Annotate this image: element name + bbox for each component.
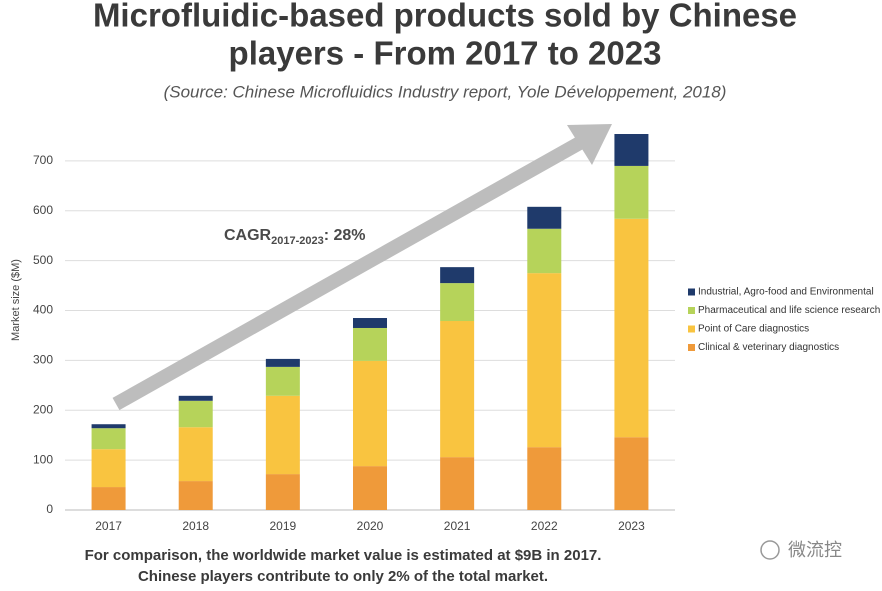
y-tick-label: 200 bbox=[33, 402, 53, 416]
footnote: For comparison, the worldwide market val… bbox=[85, 547, 602, 564]
trend-arrow bbox=[112, 124, 612, 411]
bar-segment bbox=[440, 321, 475, 458]
chart-subtitle: (Source: Chinese Microfluidics Industry … bbox=[164, 82, 727, 101]
bar-segment bbox=[614, 165, 649, 219]
bar-segment bbox=[178, 427, 213, 482]
watermark-icon bbox=[760, 540, 780, 560]
y-tick-label: 400 bbox=[33, 303, 53, 317]
bar-segment bbox=[265, 358, 300, 367]
y-axis-label: Market size ($M) bbox=[10, 259, 22, 341]
bar-segment bbox=[440, 283, 475, 322]
x-tick-label: 2018 bbox=[182, 519, 209, 533]
x-tick-label: 2021 bbox=[444, 519, 471, 533]
bar-segment bbox=[527, 228, 562, 274]
bar-segment bbox=[353, 360, 387, 467]
bar-segment bbox=[353, 466, 387, 510]
legend-label: Point of Care diagnostics bbox=[698, 324, 809, 335]
bar-segment bbox=[440, 457, 475, 510]
legend-label: Clinical & veterinary diagnostics bbox=[698, 342, 839, 353]
y-tick-label: 100 bbox=[33, 452, 53, 466]
y-tick-label: 300 bbox=[33, 353, 53, 367]
bar-segment bbox=[178, 481, 213, 510]
bar-segment bbox=[178, 400, 213, 428]
cagr-tail: : 28% bbox=[324, 227, 366, 244]
bar-segment bbox=[614, 437, 649, 510]
bar-segment bbox=[91, 449, 126, 488]
bar-segment bbox=[265, 474, 300, 510]
bar-segment bbox=[527, 273, 562, 448]
plot-area: 0 100 200 300 400 500 600 700 2017 2018 2019 2020 20… bbox=[33, 134, 880, 533]
bar-segment bbox=[353, 318, 387, 328]
bar-segment bbox=[440, 267, 475, 284]
cagr-main: CAGR bbox=[224, 227, 272, 244]
y-tick-label: 500 bbox=[33, 253, 53, 267]
cagr-sub: 2017-2023 bbox=[271, 235, 324, 247]
x-tick-label: 2017 bbox=[95, 519, 122, 533]
legend-label: Industrial, Agro-food and Environmental bbox=[698, 287, 874, 298]
cagr-annotation: CAGR2017-2023: 28% bbox=[224, 227, 366, 247]
y-tick-label: 0 bbox=[46, 502, 53, 516]
chart-title: Microfluidic-based products sold by Chin… bbox=[93, 0, 797, 34]
y-tick-label: 600 bbox=[33, 203, 53, 217]
arrow-shaft bbox=[112, 133, 589, 411]
chart-title: players - From 2017 to 2023 bbox=[229, 35, 662, 72]
legend-swatch bbox=[688, 288, 695, 296]
legend-swatch bbox=[688, 307, 695, 314]
bar-segment bbox=[527, 447, 562, 510]
bar-segment bbox=[91, 487, 126, 510]
legend-label: Pharmaceutical and life science research bbox=[698, 305, 880, 316]
arrow-head bbox=[567, 124, 612, 165]
watermark: 微流控 bbox=[788, 540, 842, 560]
bar-segment bbox=[614, 134, 649, 166]
footnote: Chinese players contribute to only 2% of… bbox=[138, 568, 548, 585]
x-tick-label: 2022 bbox=[531, 519, 558, 533]
bar-segment bbox=[353, 327, 387, 361]
x-tick-label: 2019 bbox=[270, 519, 297, 533]
bar-segment bbox=[178, 395, 213, 401]
bar-segment bbox=[265, 366, 300, 396]
bar-segment bbox=[527, 206, 562, 229]
bar-segment bbox=[91, 428, 126, 450]
x-tick-label: 2020 bbox=[357, 519, 384, 533]
bar-segment bbox=[265, 395, 300, 475]
bar-segment bbox=[614, 218, 649, 438]
x-tick-label: 2023 bbox=[618, 519, 645, 533]
bar-segment bbox=[91, 424, 126, 429]
legend-swatch bbox=[688, 325, 695, 333]
y-tick-label: 700 bbox=[33, 153, 53, 167]
legend-swatch bbox=[688, 344, 695, 351]
